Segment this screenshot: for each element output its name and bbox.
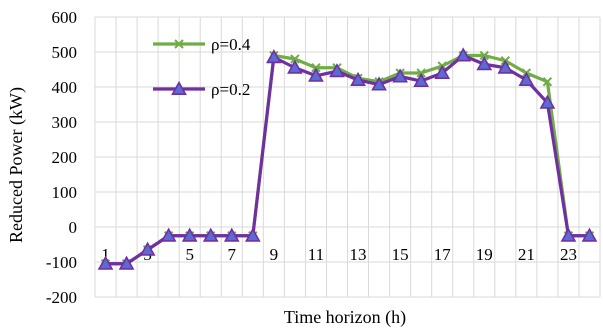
data-point-rho-0-4 — [542, 77, 553, 87]
y-tick-label: 400 — [52, 78, 78, 97]
x-tick-label: 13 — [350, 245, 367, 264]
data-point-rho-0-2 — [413, 72, 430, 88]
legend-label: ρ=0.4 — [211, 35, 251, 54]
x-tick-label: 15 — [392, 245, 409, 264]
legend: ρ=0.4 ρ=0.2 — [153, 35, 251, 99]
data-point-rho-0-2 — [118, 255, 135, 270]
marker-stroke — [479, 50, 489, 61]
data-point-rho-0-2 — [265, 49, 282, 64]
x-tick-label: 17 — [434, 245, 452, 264]
x-tick-label: 7 — [228, 245, 237, 264]
data-point-rho-0-2 — [308, 67, 324, 82]
data-point-rho-0-4 — [290, 54, 300, 64]
x-tick-label: 19 — [476, 245, 493, 264]
legend-swatch-marker — [174, 39, 184, 49]
marker-stroke — [174, 39, 184, 49]
data-point-rho-0-2 — [539, 94, 556, 109]
x-axis-ticks: 1357911131517192123 — [101, 245, 577, 264]
y-tick-label: 600 — [52, 8, 78, 27]
data-point-rho-0-2 — [244, 227, 261, 242]
data-point-rho-0-2 — [560, 227, 577, 242]
y-tick-label: 500 — [52, 43, 78, 62]
data-point-rho-0-2 — [392, 68, 408, 83]
y-axis-title: Reduced Power (kW) — [6, 87, 27, 243]
data-point-rho-0-2 — [160, 227, 177, 242]
x-tick-label: 1 — [101, 245, 110, 264]
y-tick-label: 0 — [69, 218, 78, 237]
x-tick-label: 23 — [560, 245, 577, 264]
marker-stroke — [542, 77, 553, 87]
series-rho-0-2 — [97, 47, 598, 270]
marker-stroke — [290, 54, 300, 64]
data-point-rho-0-2 — [223, 227, 240, 242]
data-point-rho-0-2 — [455, 47, 472, 62]
data-point-rho-0-2 — [434, 64, 451, 79]
data-point-rho-0-2 — [181, 227, 198, 242]
x-tick-label: 9 — [270, 245, 279, 264]
x-tick-label: 11 — [308, 245, 324, 264]
data-point-rho-0-2 — [329, 63, 345, 78]
data-point-rho-0-2 — [97, 255, 114, 270]
y-axis-ticks: -200 -100 0 100 200 300 400 500 600 — [46, 8, 77, 307]
data-point-rho-0-2 — [518, 71, 535, 86]
data-point-rho-0-2 — [139, 241, 156, 256]
legend-item-rho-0-4: ρ=0.4 — [153, 35, 251, 54]
data-point-rho-0-2 — [581, 227, 598, 242]
legend-label: ρ=0.2 — [211, 80, 250, 99]
y-tick-label: 100 — [52, 183, 78, 202]
x-tick-label: 21 — [518, 245, 535, 264]
data-point-rho-0-2 — [350, 71, 366, 86]
data-point-rho-0-2 — [371, 76, 387, 91]
data-point-rho-0-2 — [202, 227, 219, 242]
x-tick-label: 5 — [185, 245, 194, 264]
y-tick-label: -200 — [46, 288, 77, 307]
y-tick-label: 300 — [52, 113, 78, 132]
legend-swatch-marker — [171, 80, 187, 95]
series-group — [97, 47, 598, 270]
legend-item-rho-0-2: ρ=0.2 — [153, 80, 250, 99]
data-point-rho-0-4 — [479, 50, 489, 61]
y-tick-label: 200 — [52, 148, 78, 167]
x-axis-title: Time horizon (h) — [284, 307, 406, 328]
data-point-rho-0-2 — [476, 56, 493, 71]
data-point-rho-0-2 — [287, 59, 303, 74]
data-point-rho-0-2 — [497, 59, 514, 74]
y-tick-label: -100 — [46, 253, 77, 272]
